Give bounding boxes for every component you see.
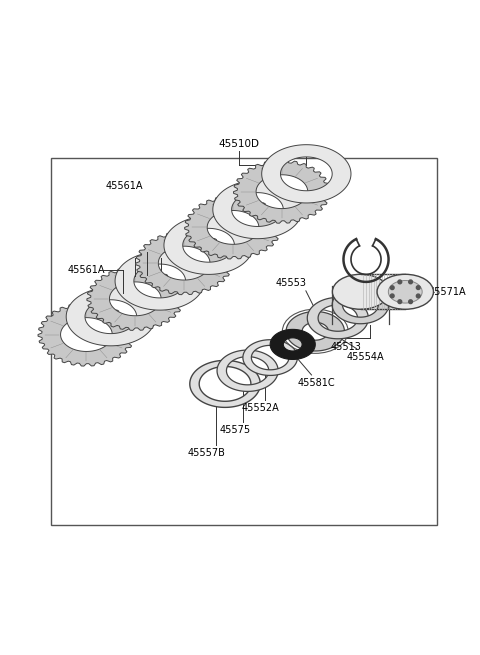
Text: 45571A: 45571A <box>429 287 467 297</box>
PathPatch shape <box>217 350 278 392</box>
Circle shape <box>408 280 412 284</box>
PathPatch shape <box>87 267 184 330</box>
PathPatch shape <box>307 297 368 339</box>
Ellipse shape <box>377 274 433 309</box>
PathPatch shape <box>286 312 345 351</box>
PathPatch shape <box>185 196 281 259</box>
Circle shape <box>390 294 394 298</box>
PathPatch shape <box>262 145 351 203</box>
Text: 45557B: 45557B <box>188 448 225 458</box>
Text: 45556T: 45556T <box>368 296 405 306</box>
Text: 45575: 45575 <box>219 425 251 435</box>
PathPatch shape <box>270 329 315 360</box>
PathPatch shape <box>66 288 156 346</box>
Circle shape <box>416 286 420 290</box>
PathPatch shape <box>190 360 260 407</box>
Text: 45561A: 45561A <box>68 265 105 275</box>
Circle shape <box>390 286 394 290</box>
Text: 45510D: 45510D <box>218 139 260 149</box>
Text: 45554A: 45554A <box>346 352 384 362</box>
PathPatch shape <box>136 232 232 295</box>
PathPatch shape <box>213 180 302 238</box>
Text: 45561A: 45561A <box>105 181 143 191</box>
PathPatch shape <box>243 340 298 375</box>
PathPatch shape <box>233 160 330 223</box>
PathPatch shape <box>38 303 135 366</box>
Circle shape <box>408 300 412 303</box>
PathPatch shape <box>164 216 253 274</box>
Ellipse shape <box>388 280 422 303</box>
Bar <box>51 159 436 525</box>
Text: 45552A: 45552A <box>242 403 280 413</box>
Circle shape <box>398 300 402 303</box>
Circle shape <box>398 280 402 284</box>
Text: 45553: 45553 <box>276 278 306 288</box>
Ellipse shape <box>333 274 389 309</box>
Text: 45581C: 45581C <box>298 378 335 388</box>
PathPatch shape <box>115 252 204 310</box>
Text: 45513: 45513 <box>331 342 362 352</box>
Circle shape <box>416 294 420 298</box>
PathPatch shape <box>332 286 389 324</box>
